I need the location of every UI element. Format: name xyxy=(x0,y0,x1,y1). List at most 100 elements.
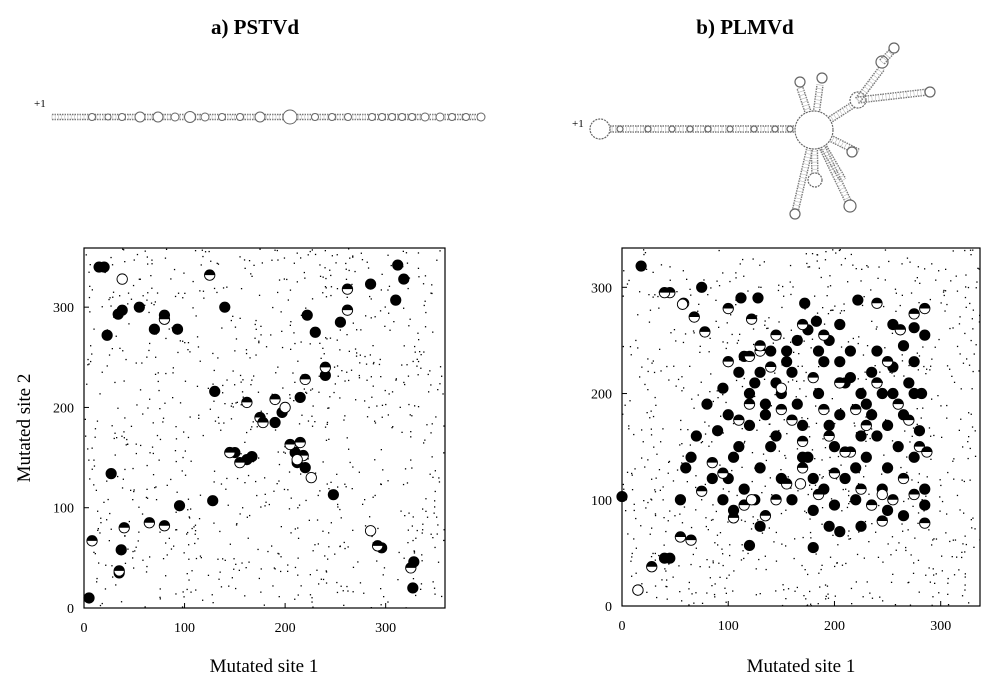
background-dot xyxy=(354,348,357,350)
open-point xyxy=(291,453,303,466)
background-dot xyxy=(709,337,711,339)
background-dot xyxy=(946,513,948,515)
background-dot xyxy=(764,320,766,322)
background-dot xyxy=(809,590,811,593)
background-dot xyxy=(294,566,297,569)
background-dot xyxy=(441,595,443,598)
background-dot xyxy=(258,340,260,342)
filled-point xyxy=(301,309,313,321)
background-dot xyxy=(750,528,753,530)
background-dot xyxy=(938,592,940,594)
background-dot xyxy=(389,329,391,331)
background-dot xyxy=(144,606,146,608)
filled-point xyxy=(828,441,841,453)
background-dot xyxy=(111,565,113,567)
background-dot xyxy=(155,499,158,501)
background-dot xyxy=(743,377,745,380)
background-dot xyxy=(296,252,298,254)
background-dot xyxy=(964,332,966,335)
background-dot xyxy=(822,438,824,440)
background-dot xyxy=(905,546,907,549)
background-dot xyxy=(364,499,366,501)
half-filled-point xyxy=(796,435,809,447)
background-dot xyxy=(682,341,685,344)
background-dot xyxy=(352,322,354,324)
background-dot xyxy=(124,417,126,419)
branch-loop xyxy=(644,125,652,133)
branch-loop xyxy=(589,118,611,140)
background-dot xyxy=(949,368,951,370)
background-dot xyxy=(777,289,780,292)
background-dot xyxy=(624,404,626,406)
background-dot xyxy=(425,498,427,500)
background-dot xyxy=(815,553,817,555)
background-dot xyxy=(414,351,416,353)
background-dot xyxy=(427,373,429,376)
background-dot xyxy=(287,564,289,566)
rod-loop xyxy=(368,113,376,121)
background-dot xyxy=(242,507,244,509)
background-dot xyxy=(700,381,702,383)
half-filled-point xyxy=(850,403,862,416)
background-dot xyxy=(979,301,980,303)
background-dot xyxy=(249,514,251,517)
background-dot xyxy=(844,257,846,260)
background-dot xyxy=(372,345,374,347)
background-dot xyxy=(146,356,148,358)
background-dot xyxy=(124,261,126,263)
background-dot xyxy=(255,328,257,330)
background-dot xyxy=(84,418,86,420)
rod-loop xyxy=(134,111,146,123)
background-dot xyxy=(662,428,664,430)
background-dot xyxy=(115,584,117,586)
filled-point xyxy=(765,441,777,453)
background-dot xyxy=(270,334,272,336)
background-dot xyxy=(816,312,819,314)
background-dot xyxy=(248,561,250,563)
background-dot xyxy=(311,425,314,427)
background-dot xyxy=(323,353,325,355)
filled-point xyxy=(908,356,920,368)
background-dot xyxy=(714,542,716,544)
background-dot xyxy=(894,288,897,290)
filled-point xyxy=(834,409,846,421)
background-dot xyxy=(421,532,423,534)
half-filled-point xyxy=(234,456,246,469)
filled-point xyxy=(407,582,419,594)
background-dot xyxy=(649,533,651,535)
background-dot xyxy=(778,284,780,286)
background-dot xyxy=(832,534,834,536)
background-dot xyxy=(789,281,791,283)
background-dot xyxy=(628,279,630,282)
background-dot xyxy=(409,318,411,320)
background-dot xyxy=(183,552,185,554)
background-dot xyxy=(407,542,409,544)
filled-point xyxy=(844,345,856,357)
background-dot xyxy=(809,436,811,438)
background-dot xyxy=(681,462,683,464)
background-dot xyxy=(815,422,818,424)
background-dot xyxy=(326,421,329,424)
background-dot xyxy=(213,481,215,483)
background-dot xyxy=(181,470,183,472)
background-dot xyxy=(260,410,262,412)
background-dot xyxy=(352,466,354,468)
background-dot xyxy=(175,529,177,531)
background-dot xyxy=(210,260,212,262)
branch-loop xyxy=(924,86,936,98)
background-dot xyxy=(361,259,364,261)
background-dot xyxy=(963,512,965,514)
background-dot xyxy=(637,314,639,316)
background-dot xyxy=(660,370,662,372)
background-dot xyxy=(911,479,913,481)
background-dot xyxy=(110,305,112,307)
background-dot xyxy=(921,499,923,501)
background-dot xyxy=(265,501,267,503)
half-filled-point xyxy=(269,393,281,406)
filled-point xyxy=(791,334,803,347)
background-dot xyxy=(88,459,90,461)
background-dot xyxy=(955,275,957,277)
background-dot xyxy=(322,578,325,581)
background-dot xyxy=(188,579,190,581)
background-dot xyxy=(744,440,746,443)
